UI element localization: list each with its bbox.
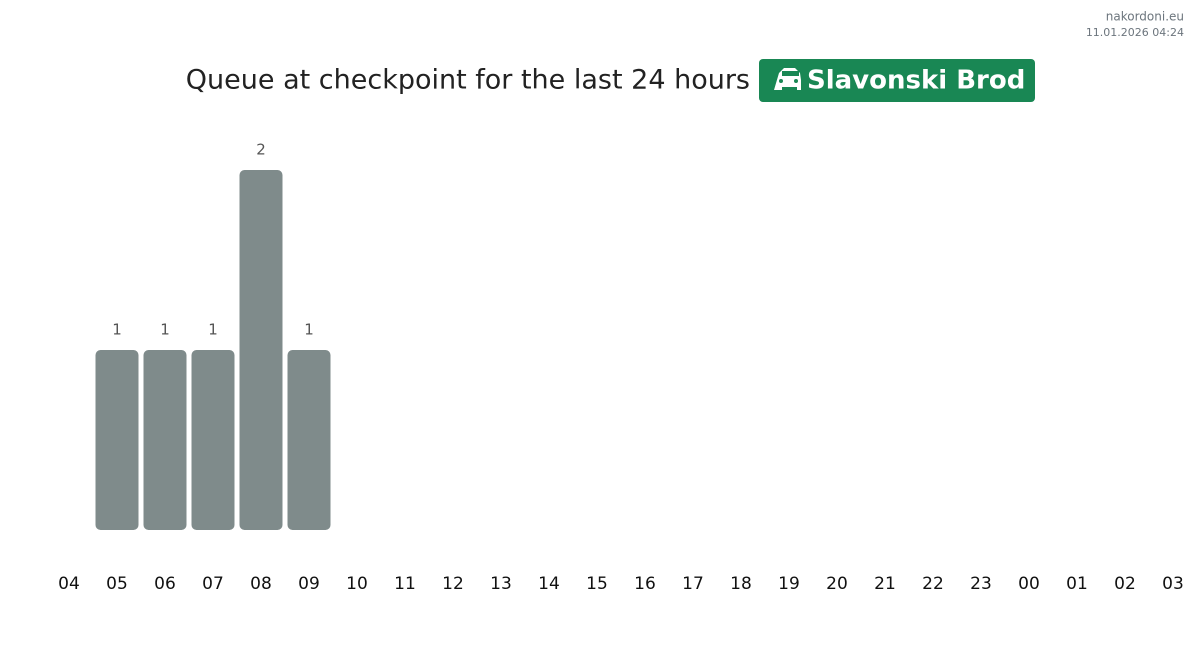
timestamp: 11.01.2026 04:24 (1086, 26, 1184, 39)
value-label: 1 (160, 321, 170, 339)
bar (287, 350, 331, 530)
checkpoint-badge (759, 59, 1035, 102)
value-label: 1 (112, 321, 122, 339)
x-tick-label: 01 (1066, 574, 1088, 594)
x-tick-label: 08 (250, 574, 272, 594)
x-tick-label: 10 (346, 574, 368, 594)
x-tick-label: 09 (298, 574, 320, 594)
x-tick-label: 14 (538, 574, 560, 594)
x-tick-label: 04 (58, 574, 80, 594)
x-tick-label: 15 (586, 574, 608, 594)
checkpoint-name: Slavonski Brod (807, 66, 1025, 96)
bar (239, 170, 283, 530)
x-tick-label: 19 (778, 574, 800, 594)
chart-title: Queue at checkpoint for the last 24 hour… (186, 65, 750, 96)
value-label: 2 (256, 141, 266, 159)
x-tick-label: 20 (826, 574, 848, 594)
x-tick-label: 21 (874, 574, 896, 594)
bar (143, 350, 187, 530)
x-tick-label: 02 (1114, 574, 1136, 594)
bar (191, 350, 235, 530)
x-tick-label: 17 (682, 574, 704, 594)
x-tick-label: 03 (1162, 574, 1184, 594)
bar (95, 350, 139, 530)
x-tick-label: 12 (442, 574, 464, 594)
value-label: 1 (304, 321, 314, 339)
x-tick-label: 07 (202, 574, 224, 594)
x-tick-label: 18 (730, 574, 752, 594)
x-tick-label: 22 (922, 574, 944, 594)
value-label: 1 (208, 321, 218, 339)
x-tick-label: 11 (394, 574, 416, 594)
x-tick-label: 06 (154, 574, 176, 594)
x-tick-label: 23 (970, 574, 992, 594)
x-tick-label: 13 (490, 574, 512, 594)
site: nakordoni.eu (1106, 10, 1184, 24)
car-icon (774, 68, 801, 90)
x-tick-label: 05 (106, 574, 128, 594)
x-tick-label: 00 (1018, 574, 1040, 594)
x-tick-label: 16 (634, 574, 656, 594)
